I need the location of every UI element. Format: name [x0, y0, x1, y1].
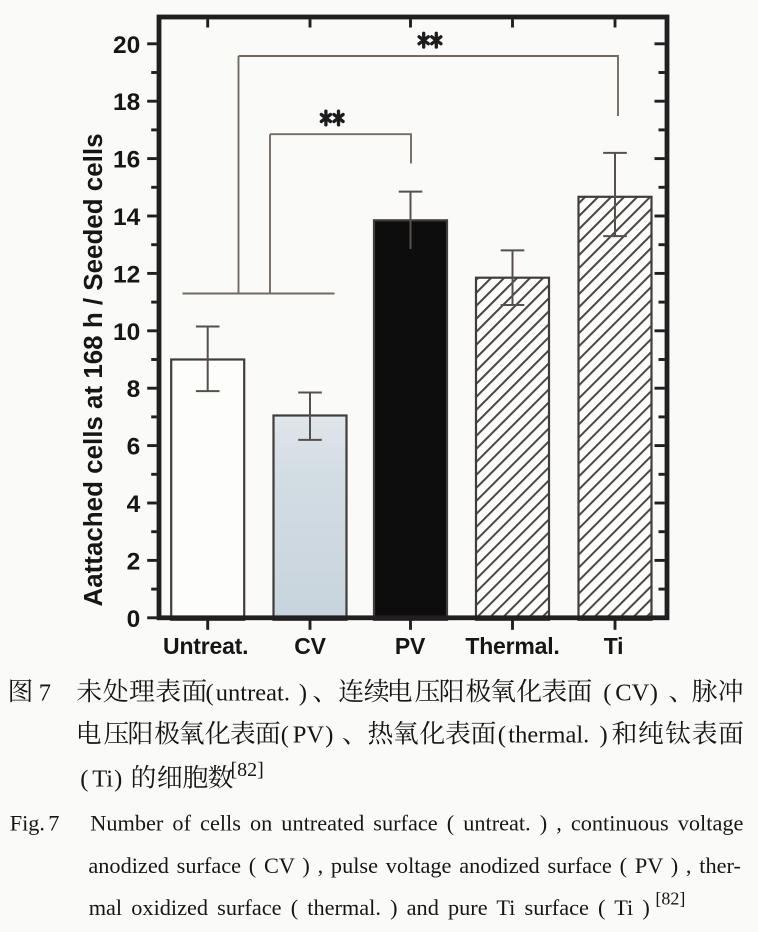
- svg-text:untreat.: untreat.: [216, 679, 290, 706]
- svg-text:): ): [325, 722, 333, 749]
- svg-text:16: 16: [113, 147, 140, 174]
- svg-text:Aattached cells at 168 h / See: Aattached cells at 168 h / Seeded cells: [80, 133, 108, 606]
- svg-text:[82]: [82]: [655, 889, 685, 909]
- svg-text:Thermal.: Thermal.: [465, 633, 559, 659]
- svg-text:(: (: [498, 722, 506, 749]
- svg-text:7: 7: [48, 811, 59, 836]
- svg-text:): ): [299, 679, 307, 706]
- svg-text:[82]: [82]: [231, 759, 264, 781]
- svg-text:(: (: [603, 679, 611, 706]
- svg-text:18: 18: [113, 89, 140, 116]
- svg-text:): ): [650, 679, 658, 706]
- svg-text:Ti: Ti: [604, 633, 624, 659]
- svg-text:Ti: Ti: [92, 766, 113, 793]
- svg-text:mal oxidized surface ( thermal: mal oxidized surface ( thermal. ) and pu…: [89, 895, 650, 920]
- svg-text:PV: PV: [293, 722, 325, 749]
- svg-text:12: 12: [113, 261, 140, 288]
- svg-text:10: 10: [113, 319, 140, 346]
- svg-text:14: 14: [113, 204, 141, 231]
- svg-text:anodized surface ( CV ) , puls: anodized surface ( CV ) , pulse voltage …: [88, 853, 741, 878]
- svg-text:6: 6: [127, 434, 141, 461]
- svg-text:0: 0: [127, 606, 141, 633]
- svg-text:Untreat.: Untreat.: [163, 633, 248, 659]
- svg-text:Fig.: Fig.: [10, 811, 45, 836]
- svg-text:2: 2: [127, 548, 141, 575]
- svg-text:PV: PV: [395, 633, 426, 659]
- svg-text:(: (: [206, 679, 214, 706]
- svg-text:8: 8: [127, 376, 141, 403]
- svg-text:(: (: [80, 766, 88, 793]
- svg-text:4: 4: [127, 491, 141, 518]
- svg-text:7: 7: [39, 679, 51, 706]
- svg-text:Number of cells on untreated s: Number of cells on untreated surface ( u…: [90, 811, 743, 836]
- svg-text:CV: CV: [294, 633, 326, 659]
- svg-text:): ): [114, 766, 122, 793]
- svg-text:20: 20: [113, 32, 140, 59]
- svg-text:(: (: [281, 722, 289, 749]
- svg-text:thermal.: thermal.: [508, 722, 589, 749]
- svg-text:): ): [600, 722, 608, 749]
- svg-text:CV: CV: [615, 679, 649, 706]
